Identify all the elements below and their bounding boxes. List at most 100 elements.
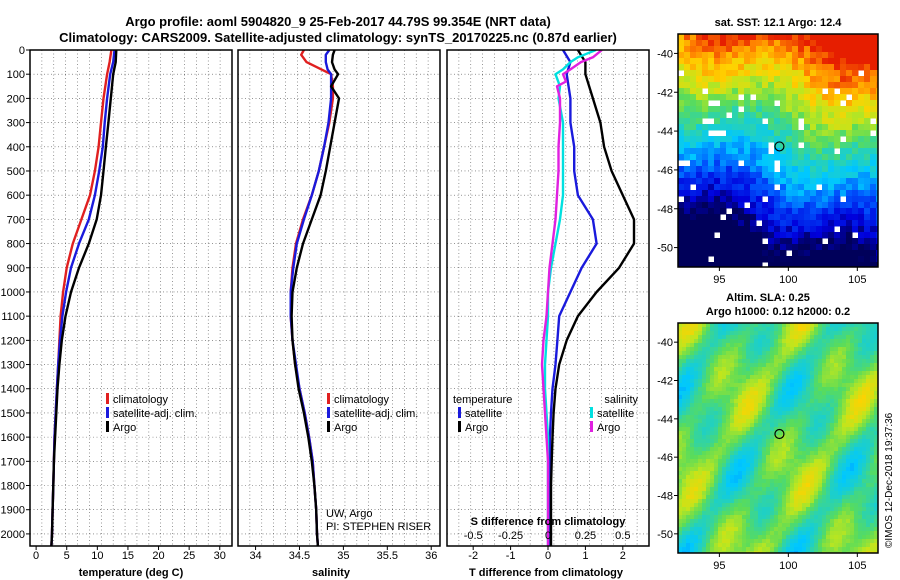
map-cell	[754, 351, 759, 356]
map-cell	[762, 331, 767, 336]
map-cell	[822, 367, 827, 372]
map-cell	[840, 52, 847, 59]
map-cell	[786, 367, 791, 372]
map-cell	[758, 539, 763, 544]
map-cell	[726, 262, 733, 267]
map-cell	[714, 148, 721, 155]
map-cell	[830, 411, 835, 416]
map-cell	[702, 124, 709, 131]
map-cell	[768, 238, 775, 245]
map-cell	[834, 387, 839, 392]
map-cell	[742, 487, 747, 492]
map-cell	[682, 395, 687, 400]
map-cell	[678, 112, 685, 119]
map-cell	[682, 379, 687, 384]
map-cell	[810, 40, 817, 47]
map-cell	[698, 483, 703, 488]
map-cell	[710, 543, 715, 548]
map-cell	[746, 323, 751, 328]
map-cell	[842, 483, 847, 488]
map-cell	[694, 435, 699, 440]
map-cell	[734, 511, 739, 516]
map-cell	[806, 479, 811, 484]
map-cell	[786, 503, 791, 508]
map-cell	[790, 419, 795, 424]
map-cell	[794, 391, 799, 396]
map-cell	[714, 435, 719, 440]
map-cell	[786, 487, 791, 492]
map-cell	[720, 40, 727, 47]
map-cell	[834, 383, 839, 388]
map-cell	[792, 214, 799, 221]
map-cell	[792, 262, 799, 267]
map-cell	[866, 431, 871, 436]
map-cell	[682, 427, 687, 432]
map-cell	[778, 331, 783, 336]
map-cell	[846, 483, 851, 488]
map-cell	[864, 208, 871, 215]
map-cell	[794, 467, 799, 472]
map-cell	[822, 495, 827, 500]
map-cell	[828, 70, 835, 77]
map-cell	[778, 391, 783, 396]
map-cell	[770, 463, 775, 468]
map-cell	[846, 479, 851, 484]
map-cell	[858, 459, 863, 464]
map-cell	[802, 339, 807, 344]
map-cell	[698, 375, 703, 380]
map-cell	[814, 351, 819, 356]
map-cell	[842, 455, 847, 460]
map-cell	[870, 226, 877, 233]
map-cell	[810, 367, 815, 372]
map-cell	[726, 142, 733, 149]
map-cell	[774, 471, 779, 476]
map-cell	[874, 347, 878, 352]
map-cell	[758, 475, 763, 480]
map-cell	[678, 491, 683, 496]
map-cell	[840, 118, 847, 125]
map-cell	[774, 527, 779, 532]
map-cell	[708, 124, 715, 131]
map-cell	[710, 391, 715, 396]
map-cell	[798, 64, 805, 71]
map-cell	[786, 172, 793, 179]
map-cell	[690, 178, 697, 185]
map-cell	[876, 232, 878, 239]
map-cell	[726, 106, 733, 113]
map-cell	[850, 367, 855, 372]
map-cell	[678, 148, 685, 155]
map-cell	[840, 124, 847, 131]
map-cell	[838, 495, 843, 500]
map-cell	[806, 451, 811, 456]
map-cell	[710, 435, 715, 440]
map-cell	[710, 503, 715, 508]
map-cell	[754, 379, 759, 384]
map-cell	[726, 483, 731, 488]
map-cell	[738, 535, 743, 540]
map-cell	[846, 519, 851, 524]
map-cell	[754, 495, 759, 500]
map-cell	[834, 118, 841, 125]
map-cell	[870, 106, 877, 113]
map-cell	[778, 435, 783, 440]
map-cell	[744, 94, 751, 101]
map-cell	[858, 467, 863, 472]
map-cell	[840, 142, 847, 149]
map-cell	[690, 70, 697, 77]
map-cell	[702, 190, 709, 197]
map-cell	[842, 527, 847, 532]
map-cell	[720, 100, 727, 107]
map-cell	[714, 76, 721, 83]
map-cell	[834, 232, 841, 239]
map-cell	[682, 367, 687, 372]
map-cell	[744, 196, 751, 203]
map-cell	[822, 519, 827, 524]
map-cell	[754, 459, 759, 464]
map-cell	[774, 142, 781, 149]
map-cell	[690, 471, 695, 476]
map-cell	[834, 507, 839, 512]
map-cell	[804, 112, 811, 119]
map-cell	[826, 503, 831, 508]
map-cell	[754, 411, 759, 416]
map-cell	[690, 519, 695, 524]
